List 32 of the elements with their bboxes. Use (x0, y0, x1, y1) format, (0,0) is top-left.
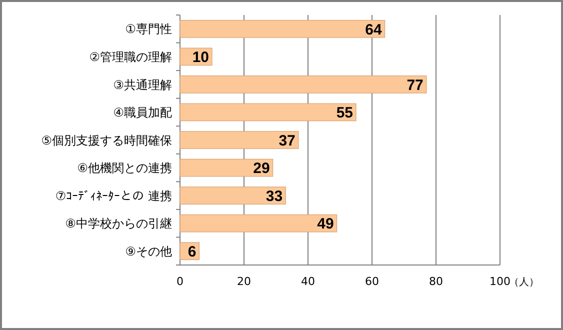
y-tick-label: ④職員加配 (113, 106, 172, 120)
y-tick-label: ③共通理解 (113, 78, 172, 92)
bar (180, 214, 338, 232)
x-axis-title: （人） (509, 277, 539, 288)
y-tick-label: ⑥他機関との連携 (77, 161, 172, 176)
data-label: 33 (266, 188, 283, 205)
data-label: 6 (188, 244, 196, 261)
y-tick-label: ①専門性 (125, 22, 172, 36)
bar (180, 20, 386, 38)
x-tick-label: 100 (490, 275, 510, 288)
data-label: 37 (278, 132, 296, 150)
bar (180, 186, 286, 204)
y-tick-label: ⑧中学校からの引継 (65, 216, 172, 231)
x-tick-label: 80 (429, 275, 443, 288)
data-label: 77 (406, 76, 424, 94)
data-label: 10 (192, 49, 209, 66)
x-tick-label: 0 (176, 275, 184, 288)
y-tick-label: ⑤個別支援する時間確保 (41, 133, 172, 148)
y-tick-label: ⑦ｺｰﾃﾞｨﾈｰﾀｰとの 連携 (55, 188, 172, 203)
data-label: 64 (365, 21, 382, 38)
bar (180, 103, 356, 122)
bar (180, 158, 274, 177)
y-tick-label: ②管理職の理解 (89, 50, 172, 64)
x-tick-label: 40 (301, 275, 315, 288)
bar (180, 131, 299, 149)
x-tick-label: 60 (365, 275, 379, 288)
data-label: 55 (336, 104, 353, 122)
data-label: 29 (253, 160, 270, 178)
x-tick-label: 20 (237, 275, 251, 288)
data-label: 49 (317, 216, 334, 233)
y-tick-label: ⑨その他 (125, 244, 172, 258)
bar (180, 76, 427, 94)
